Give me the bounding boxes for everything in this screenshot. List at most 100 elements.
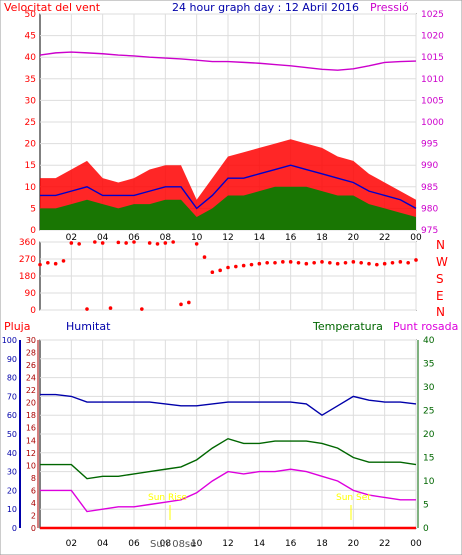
direction-point — [414, 258, 418, 262]
direction-point — [163, 241, 168, 245]
wind-x-tick: 18 — [316, 233, 328, 243]
direction-point — [273, 260, 277, 265]
graph-title: 24 hour graph day : 12 Abril 2016 — [172, 1, 359, 14]
temperature-y-tick: 25 — [423, 407, 434, 417]
direction-y-tick: 180 — [19, 272, 36, 282]
sunset-label: Sun Set — [336, 493, 371, 503]
temperature-title: Temperatura — [312, 320, 383, 333]
dir-label-e: E — [436, 289, 444, 303]
rain-y-tick: 6 — [31, 486, 36, 495]
direction-point — [304, 261, 309, 266]
wind-y-tick: 50 — [25, 10, 37, 20]
direction-point — [367, 261, 371, 266]
pressure-y-tick: 980 — [421, 204, 438, 214]
humidity-y-tick: 0 — [12, 524, 17, 533]
wind-y-tick: 10 — [25, 183, 37, 193]
direction-point — [116, 240, 121, 245]
wind-y-tick: 0 — [30, 226, 36, 236]
rain-y-tick: 20 — [26, 399, 36, 408]
direction-point — [93, 240, 97, 244]
wind-x-tick: 22 — [379, 233, 390, 243]
direction-point — [202, 255, 207, 259]
humidity-x-tick: 18 — [316, 539, 328, 549]
direction-point — [312, 260, 316, 265]
humidity-x-tick: 04 — [97, 539, 109, 549]
humidity-x-tick: 10 — [191, 539, 203, 549]
dir-label-n2: N — [436, 305, 445, 319]
temperature-y-tick: 40 — [423, 336, 435, 346]
direction-point — [382, 261, 387, 266]
humidity-x-tick: 02 — [66, 539, 77, 549]
humidity-x-tick: 20 — [348, 539, 360, 549]
direction-point — [171, 240, 175, 244]
wind-x-tick: 02 — [66, 233, 77, 243]
humidity-y-tick: 30 — [7, 468, 17, 477]
direction-point — [155, 242, 160, 246]
humidity-x-tick: 16 — [285, 539, 297, 549]
temperature-y-tick: 5 — [423, 501, 429, 511]
pressure-y-tick: 1010 — [421, 75, 444, 85]
direction-point — [265, 260, 269, 265]
direction-point — [218, 268, 222, 273]
wind-x-tick: 04 — [97, 233, 109, 243]
temperature-y-tick: 35 — [423, 360, 434, 370]
direction-point — [328, 260, 332, 265]
direction-point — [359, 260, 363, 265]
direction-point — [140, 307, 144, 311]
direction-point — [398, 260, 403, 264]
direction-point — [147, 241, 152, 245]
rain-y-tick: 12 — [26, 449, 36, 458]
direction-point — [241, 263, 246, 268]
humidity-title: Humitat — [66, 320, 111, 333]
wind-y-tick: 30 — [25, 96, 37, 106]
pressure-y-tick: 990 — [421, 161, 438, 171]
wind-title: Velocitat del vent — [4, 1, 101, 14]
pressure-y-tick: 1000 — [421, 118, 444, 128]
humidity-y-tick: 50 — [7, 430, 17, 439]
rain-y-tick: 8 — [31, 474, 36, 483]
direction-point — [38, 262, 42, 267]
humidity-y-tick: 60 — [7, 411, 17, 420]
wind-x-tick: 08 — [160, 233, 172, 243]
direction-point — [288, 260, 293, 264]
direction-y-tick: 270 — [19, 255, 36, 265]
direction-point — [257, 261, 262, 266]
direction-point — [53, 261, 58, 266]
rain-y-tick: 4 — [31, 499, 36, 508]
direction-points — [38, 240, 418, 311]
direction-y-tick: 90 — [25, 289, 37, 299]
temperature-y-tick: 0 — [423, 524, 429, 534]
humidity-line — [40, 393, 417, 417]
direction-point — [390, 260, 395, 265]
direction-point — [46, 260, 50, 265]
wind-y-tick: 45 — [25, 32, 36, 42]
rain-y-tick: 16 — [26, 424, 36, 433]
temperature-y-tick: 20 — [423, 430, 435, 440]
rain-y-tick: 22 — [26, 386, 36, 395]
wind-min-area — [40, 186, 416, 230]
wind-axis-labels: 0510152025303540455097598098599099510001… — [25, 10, 445, 243]
direction-point — [77, 242, 81, 246]
wind-x-tick: 16 — [285, 233, 297, 243]
direction-point — [69, 241, 74, 245]
rain-title: Pluja — [4, 320, 30, 333]
day-label: Sun 08se — [150, 539, 196, 550]
humidity-y-tick: 10 — [7, 505, 17, 514]
direction-point — [320, 260, 324, 264]
pressure-y-tick: 1015 — [421, 53, 444, 63]
humidity-axis-labels: 0102030405060708090100024681012141618202… — [2, 336, 435, 549]
rain-y-tick: 2 — [31, 511, 36, 520]
direction-point — [335, 261, 340, 266]
rain-y-tick: 0 — [31, 524, 36, 533]
humidity-y-tick: 70 — [7, 392, 17, 401]
wind-y-tick: 40 — [25, 53, 37, 63]
wind-y-tick: 5 — [30, 204, 36, 214]
direction-axis-labels: 360 270 180 90 0 — [19, 238, 36, 316]
direction-point — [351, 260, 356, 264]
humidity-x-tick: 08 — [160, 539, 172, 549]
humidity-x-tick: 00 — [410, 539, 422, 549]
dewpoint-title: Punt rosada — [393, 320, 458, 333]
direction-grid — [40, 241, 417, 311]
direction-point — [124, 241, 128, 245]
